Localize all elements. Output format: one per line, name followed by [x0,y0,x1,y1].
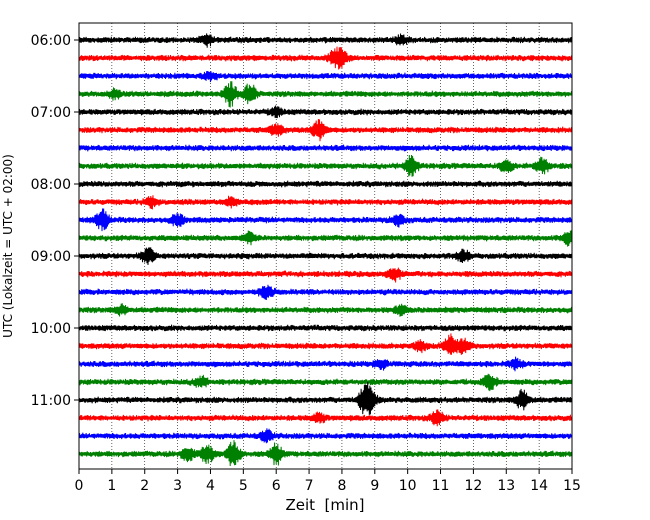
trace-0715 [78,119,573,142]
x-tick-label: 11 [432,478,450,494]
trace-1030 [78,356,573,372]
trace-0930 [78,284,573,301]
grid-lines [111,23,540,469]
trace-1100 [78,381,573,415]
y-tick-label: 08:00 [31,177,71,193]
trace-1145 [78,440,573,467]
trace-0845 [78,230,573,247]
trace-0945 [78,303,573,317]
x-tick-label: 3 [173,478,182,494]
trace-0815 [78,195,573,210]
x-tick-label: 7 [305,478,314,494]
x-tick-label: 6 [272,478,281,494]
trace-0900 [78,247,573,265]
x-tick-label: 0 [75,478,84,494]
x-tick-label: 2 [140,478,149,494]
y-tick-label: 06:00 [31,33,71,49]
y-axis-label: UTC (Lokalzeit = UTC + 02:00) [1,154,15,338]
x-tick-label: 14 [530,478,548,494]
trace-0700 [78,105,573,119]
trace-1000 [78,324,573,332]
trace-1015 [78,333,573,355]
x-tick-label: 1 [107,478,116,494]
trace-1130 [78,428,573,444]
seismic-traces [78,33,573,467]
trace-0600 [78,33,573,48]
trace-0630 [78,71,573,83]
trace-0915 [78,267,573,283]
y-tick-label: 09:00 [31,249,71,265]
trace-0645 [78,81,573,108]
x-axis: 0 1 2 3 4 5 6 7 8 9 10 11 12 13 14 15 [75,469,581,494]
trace-1045 [78,373,573,392]
y-axis: 06:00 07:00 08:00 09:00 10:00 11:00 [31,33,79,409]
x-tick-label: 4 [206,478,215,494]
x-tick-label: 10 [399,478,417,494]
plot-background [79,23,572,469]
x-tick-label: 8 [337,478,346,494]
trace-0745 [78,154,573,177]
x-tick-label: 15 [563,478,581,494]
trace-0730 [78,144,573,152]
trace-1115 [78,409,573,427]
x-axis-label: Zeit [min] [285,496,364,514]
y-tick-label: 07:00 [31,105,71,121]
trace-0800 [78,180,573,188]
x-tick-label: 12 [464,478,482,494]
trace-0615 [78,46,573,70]
y-tick-label: 10:00 [31,321,71,337]
plot-frame [78,22,573,470]
trace-0830 [78,208,573,232]
x-tick-label: 9 [370,478,379,494]
x-tick-label: 13 [497,478,515,494]
y-tick-label: 11:00 [31,393,71,409]
x-tick-label: 5 [239,478,248,494]
